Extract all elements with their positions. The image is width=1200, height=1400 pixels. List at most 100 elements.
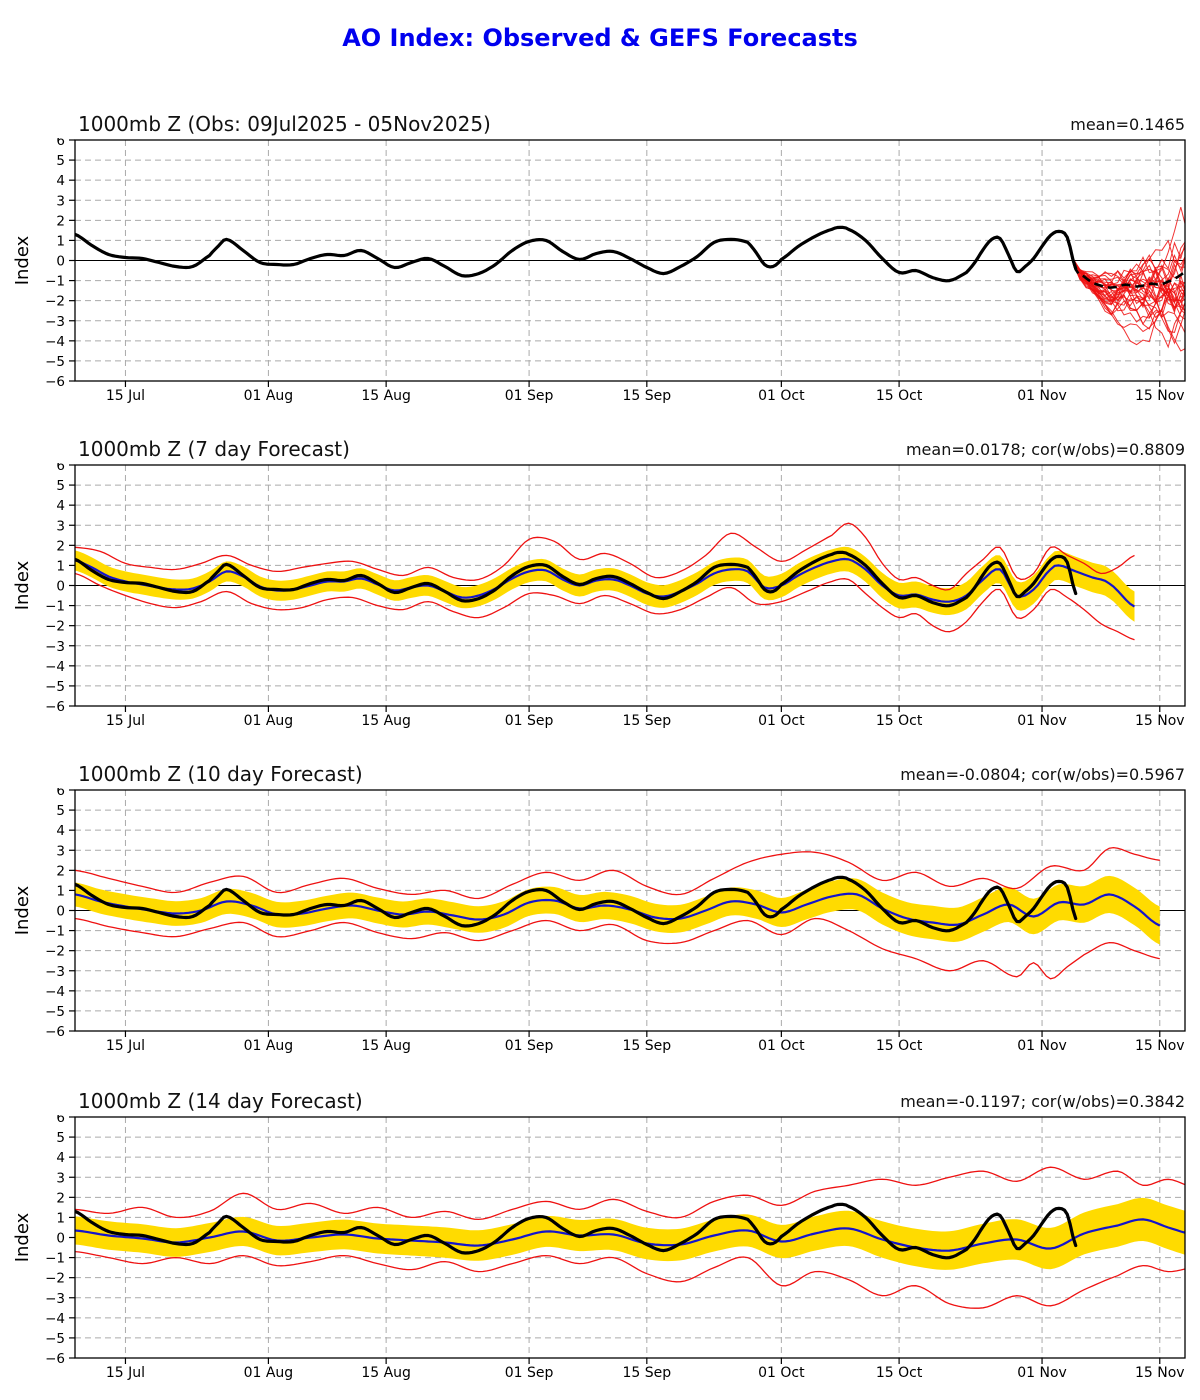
svg-text:15 Nov: 15 Nov [1135,1038,1185,1054]
svg-text:15 Jul: 15 Jul [106,1365,145,1381]
svg-text:15 Oct: 15 Oct [876,1365,923,1381]
svg-text:4: 4 [56,823,65,839]
svg-text:3: 3 [56,518,65,534]
svg-text:6: 6 [56,1115,65,1126]
svg-text:−1: −1 [45,1251,65,1267]
plot-frame [74,464,1186,707]
svg-text:5: 5 [56,478,65,494]
spread-band [75,546,1135,622]
svg-text:0: 0 [56,904,65,920]
svg-text:15 Nov: 15 Nov [1135,1365,1185,1381]
svg-text:01 Nov: 01 Nov [1017,713,1067,729]
forecast-mean-line [75,892,1161,927]
panel-7day-title: 1000mb Z (7 day Forecast) [78,437,350,461]
svg-text:−4: −4 [45,659,65,675]
svg-text:−3: −3 [45,639,65,655]
svg-text:−4: −4 [45,334,65,350]
x-tick-labels: 15 Jul 01 Aug 15 Aug 01 Sep 15 Sep 01 Oct 15 O… [106,1365,1185,1381]
svg-text:−1: −1 [45,599,65,615]
envelope-min-line [75,917,1160,980]
svg-text:−5: −5 [45,1004,65,1020]
svg-text:−6: −6 [45,699,65,715]
y-axis-label: Index [12,235,33,285]
observed-plot: 6 5 4 3 2 1 0 −1 −2 −3 −4 −5 −6 15 Jul 01 Aug 15 Aug 01 … [12,138,1186,404]
envelope-min-line [75,572,1135,641]
svg-text:15 Jul: 15 Jul [106,713,145,729]
svg-text:−5: −5 [45,354,65,370]
y-axis-label: Index [12,560,33,610]
forecast-mean-line [75,1218,1185,1252]
panel-10day-title: 1000mb Z (10 day Forecast) [78,762,363,786]
svg-text:3: 3 [56,193,65,209]
svg-text:−2: −2 [45,619,65,635]
svg-text:−6: −6 [45,1351,65,1367]
observed-line [75,875,1078,933]
svg-text:−5: −5 [45,1331,65,1347]
svg-text:01 Oct: 01 Oct [758,1365,805,1381]
svg-text:0: 0 [56,254,65,270]
panel-7day-header: 1000mb Z (7 day Forecast) mean=0.0178; c… [0,425,1200,463]
svg-text:01 Aug: 01 Aug [244,713,294,729]
svg-text:01 Oct: 01 Oct [758,1038,805,1054]
svg-text:15 Jul: 15 Jul [106,388,145,404]
panel-7day: 1000mb Z (7 day Forecast) mean=0.0178; c… [0,425,1200,743]
svg-text:6: 6 [56,463,65,474]
forecast-7day-plot: 6 5 4 3 2 1 0 −1 −2 −3 −4 −5 −6 15 Jul 01 Aug 15 Aug 01 … [12,463,1186,729]
x-tick-labels: 15 Jul 01 Aug 15 Aug 01 Sep 15 Sep 01 Oct 15 O… [106,388,1185,404]
panel-observed-title: 1000mb Z (Obs: 09Jul2025 - 05Nov2025) [78,112,491,136]
panel-10day: 1000mb Z (10 day Forecast) mean=-0.0804;… [0,750,1200,1068]
svg-text:5: 5 [56,803,65,819]
panel-14day-stats: mean=-0.1197; cor(w/obs)=0.3842 [900,1092,1185,1111]
gridlines [75,465,1185,706]
y-tick-labels: 6 5 4 3 2 1 0 −1 −2 −3 −4 −5 −6 [45,1115,65,1367]
svg-text:4: 4 [56,173,65,189]
envelope-max-line [75,846,1160,900]
plot-frame [74,139,1186,382]
page-title: AO Index: Observed & GEFS Forecasts [342,24,858,52]
svg-text:01 Sep: 01 Sep [505,713,554,729]
plot-frame [74,1116,1186,1359]
svg-text:4: 4 [56,1150,65,1166]
observed-line [75,1202,1078,1260]
svg-text:3: 3 [56,843,65,859]
svg-text:−4: −4 [45,984,65,1000]
data-series [75,846,1161,980]
svg-text:01 Aug: 01 Aug [244,388,294,404]
data-series [75,522,1136,641]
svg-text:01 Aug: 01 Aug [244,1038,294,1054]
svg-text:01 Nov: 01 Nov [1017,1365,1067,1381]
svg-text:15 Nov: 15 Nov [1135,388,1185,404]
svg-text:01 Sep: 01 Sep [505,388,554,404]
x-tick-labels: 15 Jul 01 Aug 15 Aug 01 Sep 15 Sep 01 Oct 15 O… [106,713,1185,729]
svg-text:2: 2 [56,213,65,229]
panel-10day-stats: mean=-0.0804; cor(w/obs)=0.5967 [900,765,1185,784]
observed-line [75,225,1078,283]
svg-text:15 Oct: 15 Oct [876,1038,923,1054]
svg-text:15 Sep: 15 Sep [622,1038,671,1054]
plot-frame [74,789,1186,1032]
spread-band [75,875,1160,945]
svg-text:15 Aug: 15 Aug [361,388,411,404]
svg-text:−5: −5 [45,679,65,695]
tick-marks [69,789,1161,1037]
svg-text:01 Nov: 01 Nov [1017,1038,1067,1054]
data-series [75,1166,1185,1309]
svg-text:15 Sep: 15 Sep [622,713,671,729]
panel-14day-header: 1000mb Z (14 day Forecast) mean=-0.1197;… [0,1077,1200,1115]
svg-text:0: 0 [56,1231,65,1247]
observed-line [75,550,1078,608]
svg-text:6: 6 [56,138,65,149]
svg-text:4: 4 [56,498,65,514]
svg-text:15 Jul: 15 Jul [106,1038,145,1054]
tick-marks [69,1116,1161,1364]
svg-text:1: 1 [56,883,65,899]
panel-observed-header: 1000mb Z (Obs: 09Jul2025 - 05Nov2025) me… [0,100,1200,138]
spread-band [75,1197,1185,1270]
svg-text:−3: −3 [45,314,65,330]
y-tick-labels: 6 5 4 3 2 1 0 −1 −2 −3 −4 −5 −6 [45,138,65,390]
envelope-max-line [75,522,1135,591]
svg-text:15 Sep: 15 Sep [622,1365,671,1381]
svg-text:1: 1 [56,1210,65,1226]
svg-text:6: 6 [56,788,65,799]
y-tick-labels: 6 5 4 3 2 1 0 −1 −2 −3 −4 −5 −6 [45,788,65,1040]
